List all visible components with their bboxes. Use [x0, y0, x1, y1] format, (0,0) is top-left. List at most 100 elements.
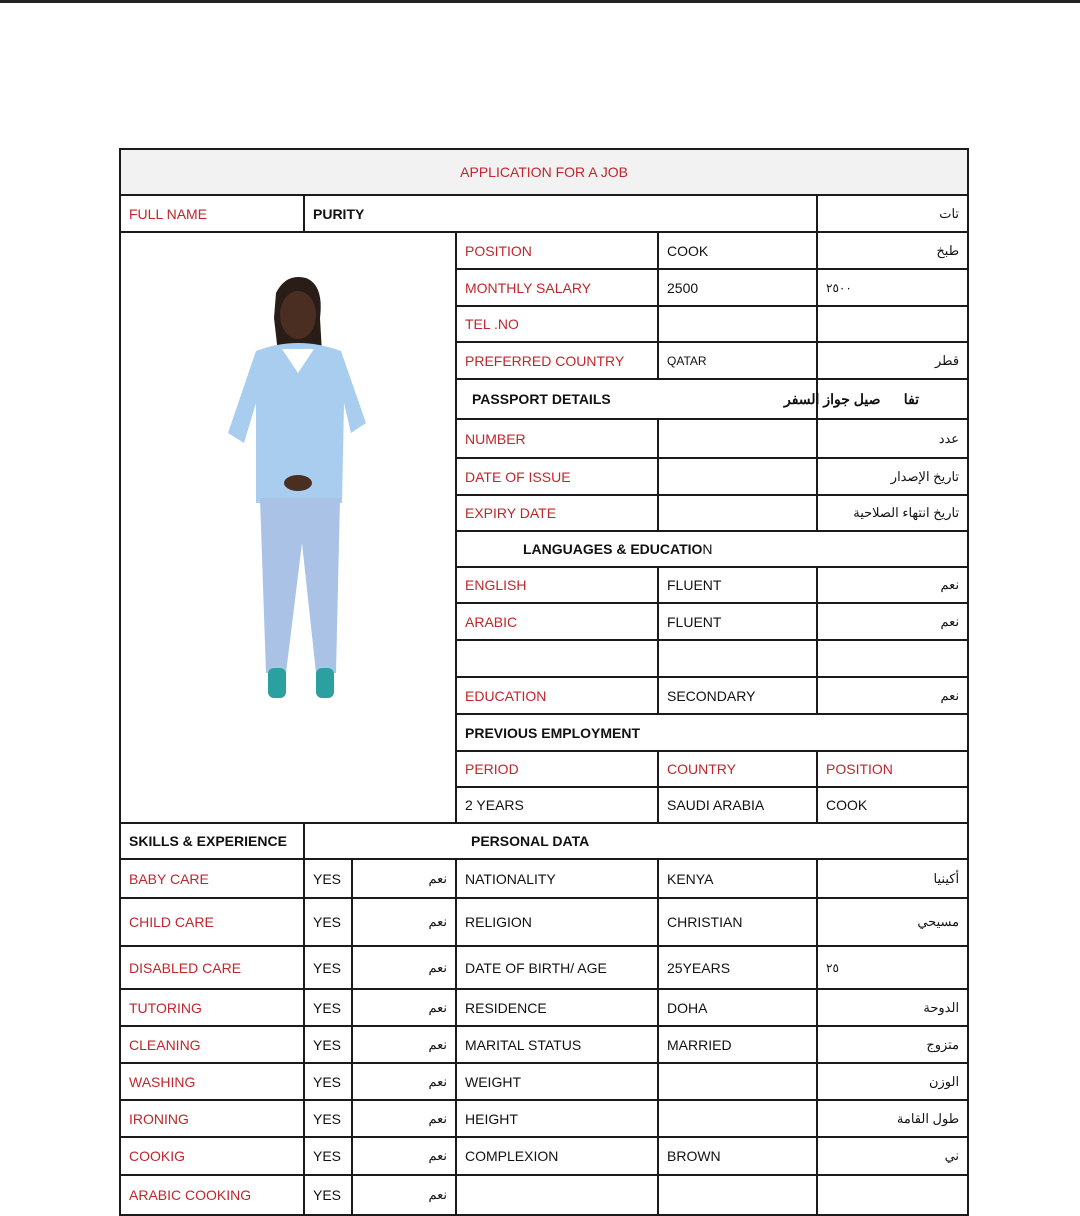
skill-name: COOKIG — [119, 1136, 305, 1176]
personal-ar: مسيحي — [815, 897, 970, 947]
skills-heading: SKILLS & EXPERIENCE — [119, 822, 305, 860]
table-row: DISABLED CARE YES نعم DATE OF BIRTH/ AGE 25Y… — [119, 945, 970, 990]
table-row: TUTORING YES نعم RESIDENCE DOHA الدوحة — [119, 988, 970, 1027]
personal-value: 25YEARS — [657, 945, 818, 990]
passport-number-ar: عدد — [815, 418, 970, 459]
skill-name: TUTORING — [119, 988, 305, 1027]
issue-date-value — [657, 457, 818, 496]
skill-name: IRONING — [119, 1099, 305, 1138]
personal-field: WEIGHT — [455, 1062, 659, 1101]
period-value: 2 YEARS — [455, 786, 659, 824]
person-photo-icon — [228, 277, 366, 698]
expiry-date-ar: تاريخ انتهاء الصلاحية — [815, 494, 970, 532]
education-value: SECONDARY — [657, 676, 818, 715]
position-ar: طبخ — [815, 231, 970, 270]
application-form: APPLICATION FOR A JOB FULL NAME PURITY ت… — [118, 148, 970, 1216]
skill-name: BABY CARE — [119, 858, 305, 899]
full-name-label: FULL NAME — [119, 194, 305, 233]
personal-ar: الدوحة — [815, 988, 970, 1027]
skill-name: CHILD CARE — [119, 897, 305, 947]
tel-value — [657, 305, 818, 343]
country-header: COUNTRY — [657, 750, 818, 788]
salary-value: 2500 — [657, 268, 818, 307]
skill-yes: YES — [303, 1099, 353, 1138]
education-ar: نعم — [815, 676, 970, 715]
languages-heading: LANGUAGES & EDUCATION — [454, 530, 970, 568]
personal-value — [657, 1062, 818, 1101]
arabic-ar: نعم — [815, 602, 970, 641]
blank-value — [657, 639, 818, 678]
skill-yes: YES — [303, 1062, 353, 1101]
skill-yes: YES — [303, 945, 353, 990]
skill-name: WASHING — [119, 1062, 305, 1101]
languages-heading-text: LANGUAGES & EDUCATIO — [523, 541, 703, 557]
skill-ar: نعم — [351, 858, 457, 899]
expiry-date-label: EXPIRY DATE — [455, 494, 659, 532]
previous-employment-heading: PREVIOUS EMPLOYMENT — [454, 713, 970, 752]
passport-heading: PASSPORT DETAILS — [455, 378, 818, 420]
personal-value: CHRISTIAN — [657, 897, 818, 947]
english-value: FLUENT — [657, 566, 818, 604]
salary-ar: ٢٥٠٠ — [815, 268, 970, 307]
prev-country-value: SAUDI ARABIA — [657, 786, 818, 824]
education-label: EDUCATION — [455, 676, 659, 715]
expiry-date-value — [657, 494, 818, 532]
personal-ar: ٢٥ — [815, 945, 970, 990]
skill-yes: YES — [303, 1174, 353, 1216]
skill-ar: نعم — [351, 897, 457, 947]
prev-position-value: COOK — [815, 786, 970, 824]
period-header: PERIOD — [455, 750, 659, 788]
personal-value: MARRIED — [657, 1025, 818, 1064]
personal-field: RESIDENCE — [455, 988, 659, 1027]
personal-ar: طول القامة — [815, 1099, 970, 1138]
form-title: APPLICATION FOR A JOB — [118, 148, 970, 196]
passport-number-label: NUMBER — [455, 418, 659, 459]
skill-name: DISABLED CARE — [119, 945, 305, 990]
arabic-label: ARABIC — [455, 602, 659, 641]
skill-ar: نعم — [351, 988, 457, 1027]
full-name-value: PURITY — [303, 194, 818, 233]
table-row: CHILD CARE YES نعم RELIGION CHRISTIAN مسيحي — [119, 897, 970, 947]
blank-ar — [815, 639, 970, 678]
skill-name: ARABIC COOKING — [119, 1174, 305, 1216]
skill-ar: نعم — [351, 1136, 457, 1176]
tel-label: TEL .NO — [455, 305, 659, 343]
personal-ar: أكينيا — [815, 858, 970, 899]
full-name-ar: تات — [815, 194, 970, 233]
table-row: IRONING YES نعم HEIGHT طول القامة — [119, 1099, 970, 1138]
personal-value: BROWN — [657, 1136, 818, 1176]
table-row: COOKIG YES نعم COMPLEXION BROWN ني — [119, 1136, 970, 1176]
issue-date-ar: تاريخ الإصدار — [815, 457, 970, 496]
personal-data-heading: PERSONAL DATA — [302, 822, 970, 860]
table-row: CLEANING YES نعم MARITAL STATUS MARRIED متزوج — [119, 1025, 970, 1064]
personal-field: MARITAL STATUS — [455, 1025, 659, 1064]
candidate-photo — [119, 231, 457, 824]
position-label: POSITION — [455, 231, 659, 270]
skill-ar: نعم — [351, 1062, 457, 1101]
table-row: WASHING YES نعم WEIGHT الوزن — [119, 1062, 970, 1101]
personal-value: KENYA — [657, 858, 818, 899]
country-value: QATAR — [657, 341, 818, 380]
country-label: PREFERRED COUNTRY — [455, 341, 659, 380]
blank-label — [455, 639, 659, 678]
position-value: COOK — [657, 231, 818, 270]
passport-number-value — [657, 418, 818, 459]
skill-yes: YES — [303, 897, 353, 947]
salary-label: MONTHLY SALARY — [455, 268, 659, 307]
skill-name: CLEANING — [119, 1025, 305, 1064]
skill-ar: نعم — [351, 1025, 457, 1064]
passport-heading-ar: تفا صيل جواز السفر — [783, 391, 920, 407]
personal-field: COMPLEXION — [455, 1136, 659, 1176]
personal-value — [657, 1174, 818, 1216]
languages-heading-tail: N — [702, 541, 713, 557]
skill-ar: نعم — [351, 1099, 457, 1138]
english-label: ENGLISH — [455, 566, 659, 604]
personal-field: RELIGION — [455, 897, 659, 947]
tel-ar — [815, 305, 970, 343]
table-row: BABY CARE YES نعم NATIONALITY KENYA أكينيا — [119, 858, 970, 899]
personal-value: DOHA — [657, 988, 818, 1027]
personal-ar: الوزن — [815, 1062, 970, 1101]
english-ar: نعم — [815, 566, 970, 604]
country-ar: قطر — [815, 341, 970, 380]
skill-yes: YES — [303, 1025, 353, 1064]
